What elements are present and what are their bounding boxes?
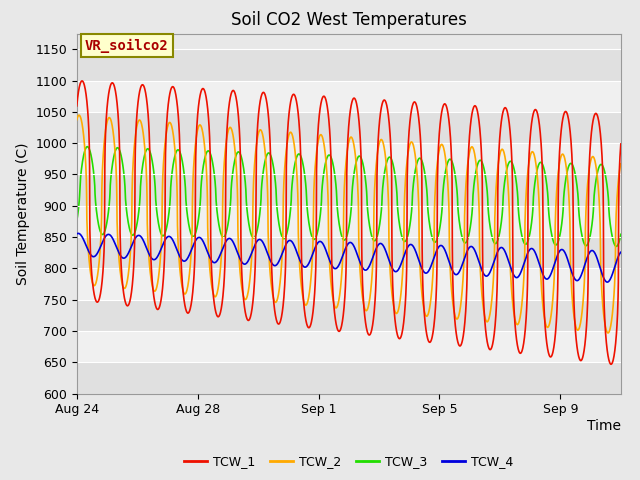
Bar	[77, 300, 621, 331]
Bar	[77, 174, 621, 206]
Bar	[77, 237, 621, 268]
Bar	[77, 206, 621, 237]
Bar	[77, 112, 621, 143]
Text: VR_soilco2: VR_soilco2	[85, 39, 169, 53]
Y-axis label: Soil Temperature (C): Soil Temperature (C)	[15, 143, 29, 285]
Legend: TCW_1, TCW_2, TCW_3, TCW_4: TCW_1, TCW_2, TCW_3, TCW_4	[179, 450, 518, 473]
Bar	[77, 268, 621, 300]
X-axis label: Time: Time	[587, 419, 621, 433]
Bar	[77, 81, 621, 112]
Bar	[77, 331, 621, 362]
Bar	[77, 49, 621, 81]
Title: Soil CO2 West Temperatures: Soil CO2 West Temperatures	[231, 11, 467, 29]
Bar	[77, 362, 621, 394]
Bar	[77, 143, 621, 174]
